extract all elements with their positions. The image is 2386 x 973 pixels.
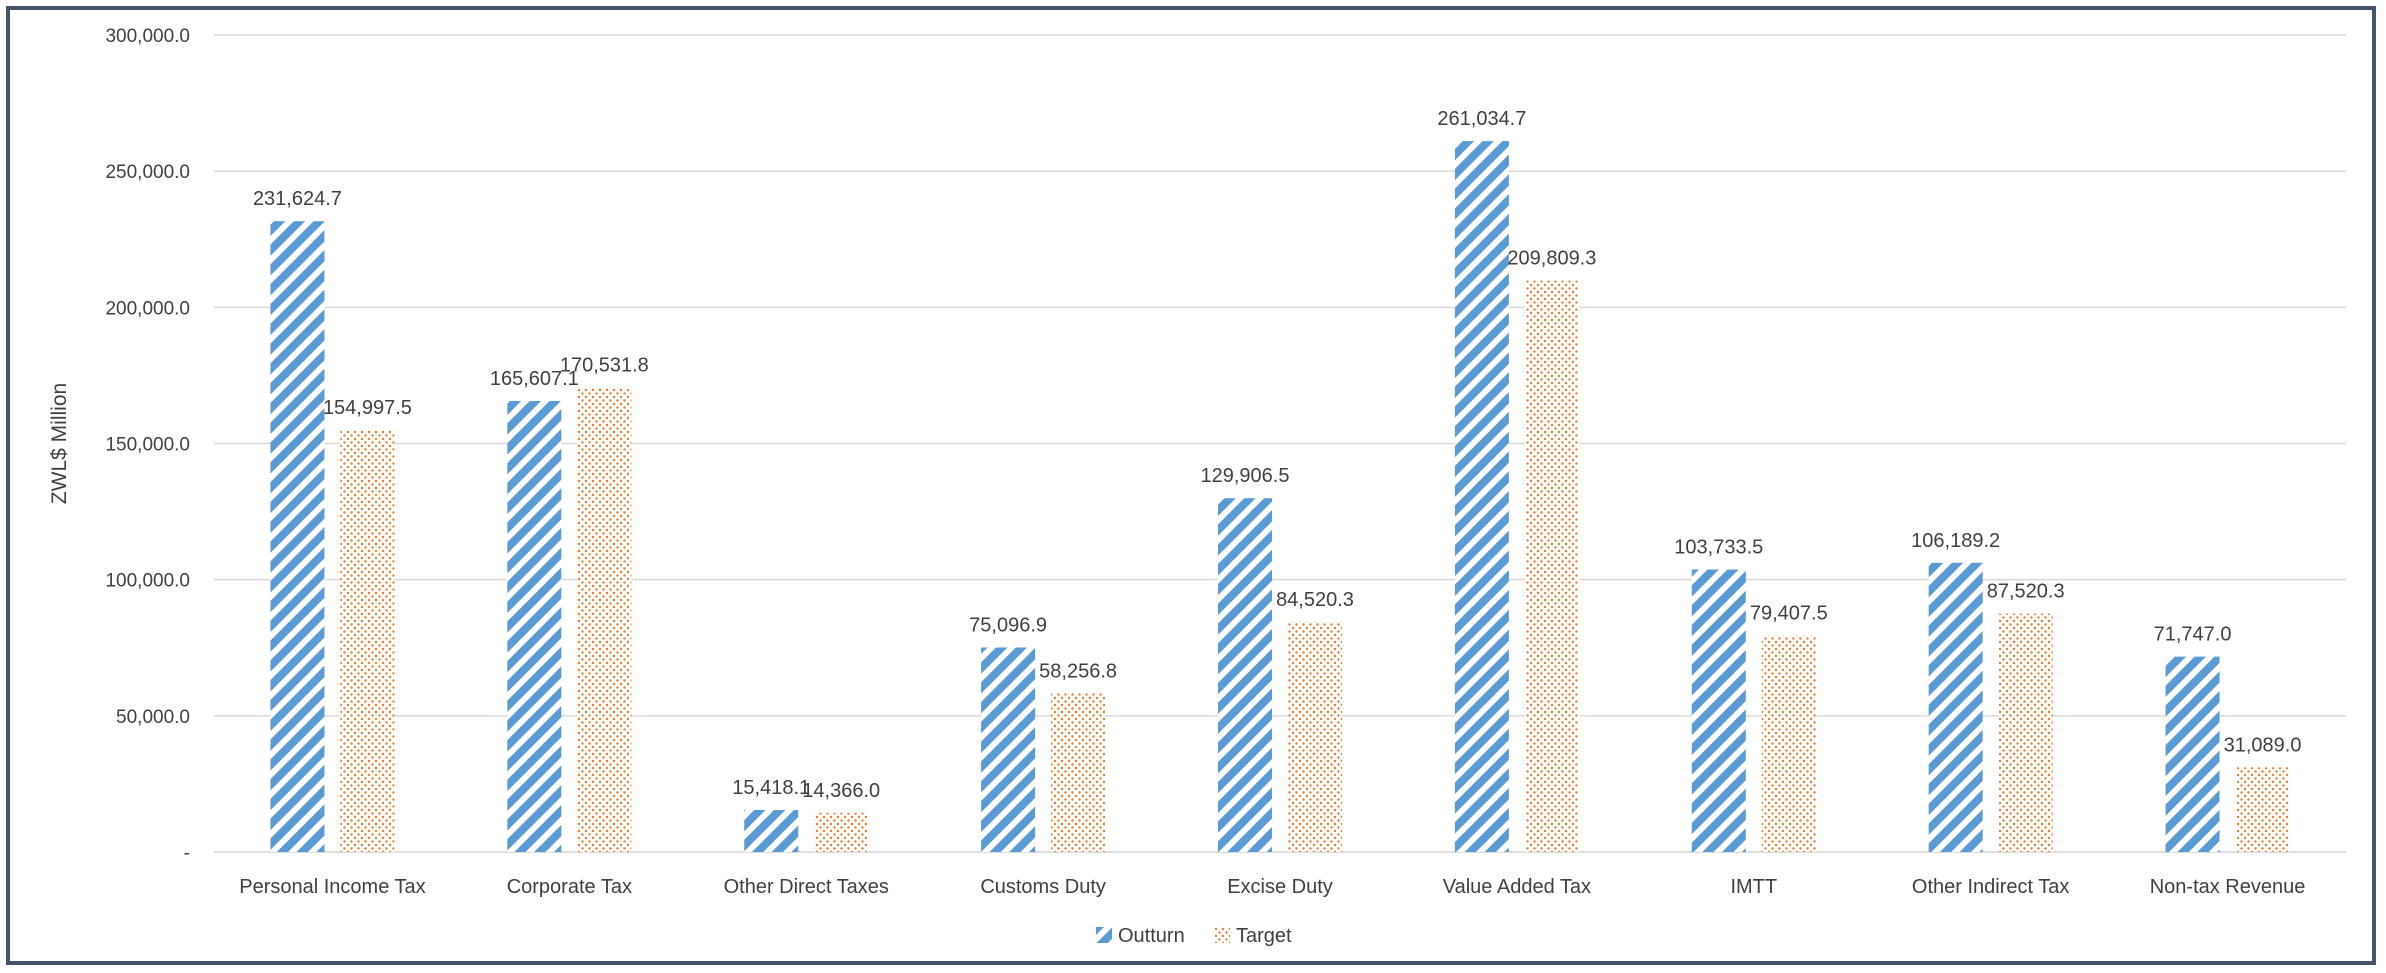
x-tick-label: Non-tax Revenue: [2150, 876, 2306, 898]
y-axis-ticks: - 50,000.0 100,000.0 150,000.0 200,000.0 250,…: [105, 26, 190, 864]
data-label-target-5: 209,809.3: [1507, 248, 1596, 270]
bar-outturn-6: [1691, 569, 1746, 852]
legend-label-outturn: Outturn: [1118, 925, 1185, 947]
y-tick-label: 100,000.0: [105, 571, 190, 592]
bar-outturn-4: [1218, 498, 1272, 852]
x-tick-label: Customs Duty: [980, 876, 1106, 898]
data-label-target-7: 87,520.3: [1987, 581, 2065, 603]
legend-swatch-outturn: [1096, 927, 1112, 943]
data-label-outturn-2: 15,418.1: [732, 777, 810, 799]
bar-target-1: [577, 387, 632, 852]
bar-target-6: [1761, 635, 1816, 852]
y-tick-label: 50,000.0: [116, 707, 190, 728]
data-label-outturn-6: 103,733.5: [1674, 536, 1763, 558]
bar-target-2: [814, 812, 869, 852]
x-tick-label: Corporate Tax: [507, 876, 632, 898]
bar-outturn-3: [981, 647, 1036, 852]
bar-target-4: [1288, 621, 1342, 852]
legend-label-target: Target: [1236, 925, 1292, 947]
chart-frame: - 50,000.0 100,000.0 150,000.0 200,000.0 250,…: [6, 6, 2376, 965]
y-axis-label: ZWL$ Million: [48, 383, 71, 504]
x-tick-label: Value Added Tax: [1443, 876, 1591, 898]
y-tick-label: 200,000.0: [105, 298, 190, 319]
y-tick-label: 300,000.0: [105, 26, 190, 47]
bar-outturn-1: [507, 400, 562, 852]
data-label-outturn-4: 129,906.5: [1201, 465, 1290, 487]
data-label-outturn-0: 231,624.7: [253, 188, 342, 210]
bar-outturn-7: [1928, 562, 1983, 852]
data-label-target-2: 14,366.0: [802, 780, 880, 802]
data-label-target-1: 170,531.8: [560, 355, 649, 377]
bar-outturn-0: [270, 221, 325, 852]
x-tick-label: Personal Income Tax: [239, 876, 425, 898]
data-label-target-4: 84,520.3: [1276, 589, 1354, 611]
legend: Outturn Target: [1096, 925, 1292, 947]
data-label-outturn-7: 106,189.2: [1911, 530, 2000, 552]
y-tick-label: -: [184, 843, 190, 864]
x-tick-label: Excise Duty: [1227, 876, 1333, 898]
x-axis-categories: Personal Income Tax Corporate Tax Other Di…: [239, 876, 2305, 898]
legend-swatch-target: [1214, 927, 1230, 943]
x-tick-label: Other Indirect Tax: [1912, 876, 2069, 898]
bar-target-5: [1524, 280, 1579, 852]
gridlines: [214, 34, 2346, 853]
bar-target-3: [1051, 693, 1106, 852]
data-label-target-8: 31,089.0: [2224, 734, 2302, 756]
data-label-target-6: 79,407.5: [1750, 603, 1828, 625]
y-tick-label: 250,000.0: [105, 162, 190, 183]
bar-target-7: [1998, 613, 2053, 852]
bar-outturn-5: [1454, 141, 1509, 853]
y-tick-label: 150,000.0: [105, 435, 190, 456]
data-label-target-3: 58,256.8: [1039, 660, 1117, 682]
bar-chart: - 50,000.0 100,000.0 150,000.0 200,000.0 250,…: [48, 26, 2346, 947]
x-tick-label: IMTT: [1730, 876, 1777, 898]
data-label-outturn-8: 71,747.0: [2154, 624, 2232, 646]
bar-target-8: [2235, 767, 2290, 852]
x-tick-label: Other Direct Taxes: [724, 876, 889, 898]
bars: [270, 141, 2290, 853]
bar-outturn-2: [744, 810, 799, 852]
bar-outturn-8: [2165, 656, 2220, 852]
bar-target-0: [340, 429, 395, 852]
data-label-outturn-5: 261,034.7: [1437, 108, 1526, 130]
data-label-outturn-1: 165,607.1: [490, 368, 579, 390]
data-label-outturn-3: 75,096.9: [969, 614, 1047, 636]
data-label-target-0: 154,997.5: [323, 397, 412, 419]
